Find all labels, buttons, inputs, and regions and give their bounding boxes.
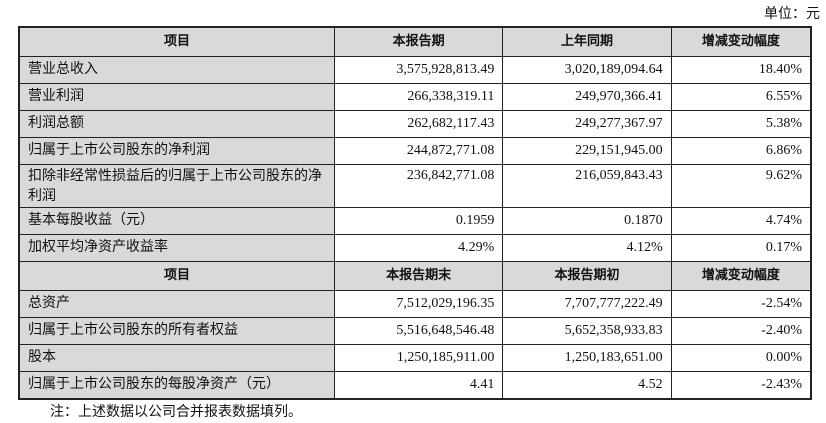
cell-value: 0.00%	[670, 344, 812, 372]
cell-value: 1,250,185,911.00	[333, 344, 504, 372]
table-row: 归属于上市公司股东的每股净资产（元） 4.41 4.52 -2.43%	[18, 371, 812, 400]
row-label: 归属于上市公司股东的净利润	[18, 137, 335, 165]
table-header-row: 项目 本报告期 上年同期 增减变动幅度	[18, 26, 812, 57]
cell-value: 6.55%	[670, 83, 812, 111]
cell-value: 3,575,928,813.49	[333, 56, 504, 84]
row-label: 利润总额	[18, 110, 335, 138]
row-label: 基本每股收益（元）	[18, 207, 335, 235]
row-label: 营业总收入	[18, 56, 335, 84]
cell-value: 5,652,358,933.83	[502, 317, 672, 345]
table-row: 扣除非经常性损益后的归属于上市公司股东的净利润 236,842,771.08 216…	[18, 164, 812, 208]
column-header: 增减变动幅度	[670, 26, 812, 57]
cell-value: 244,872,771.08	[333, 137, 504, 165]
cell-value: 236,842,771.08	[333, 164, 504, 208]
unit-label: 单位：元	[764, 7, 820, 22]
cell-value: 4.12%	[502, 234, 672, 262]
cell-value: 0.1870	[502, 207, 672, 235]
table-row: 营业总收入 3,575,928,813.49 3,020,189,094.64 18.…	[18, 56, 812, 84]
cell-value: 1,250,183,651.00	[502, 344, 672, 372]
table-row: 总资产 7,512,029,196.35 7,707,777,222.49 -2.54…	[18, 290, 812, 318]
cell-value: 249,970,366.41	[502, 83, 672, 111]
cell-value: -2.54%	[670, 290, 812, 318]
footnote: 注：上述数据以公司合并报表数据填列。	[50, 405, 302, 420]
table-row: 归属于上市公司股东的所有者权益 5,516,648,546.48 5,652,358…	[18, 317, 812, 345]
table-row: 营业利润 266,338,319.11 249,970,366.41 6.55%	[18, 83, 812, 111]
table-row: 基本每股收益（元） 0.1959 0.1870 4.74%	[18, 207, 812, 235]
row-label: 归属于上市公司股东的所有者权益	[18, 317, 335, 345]
column-header: 上年同期	[502, 26, 672, 57]
row-label: 加权平均净资产收益率	[18, 234, 335, 262]
table-row: 加权平均净资产收益率 4.29% 4.12% 0.17%	[18, 234, 812, 262]
row-label: 扣除非经常性损益后的归属于上市公司股东的净利润	[18, 164, 335, 208]
table-row: 归属于上市公司股东的净利润 244,872,771.08 229,151,945.0…	[18, 137, 812, 165]
cell-value: 7,512,029,196.35	[333, 290, 504, 318]
table-row: 利润总额 262,682,117.43 249,277,367.97 5.38%	[18, 110, 812, 138]
column-header: 增减变动幅度	[670, 261, 812, 291]
column-header: 本报告期	[333, 26, 504, 57]
cell-value: 0.17%	[670, 234, 812, 262]
cell-value: 4.52	[502, 371, 672, 400]
row-label: 股本	[18, 344, 335, 372]
cell-value: 4.74%	[670, 207, 812, 235]
cell-value: 229,151,945.00	[502, 137, 672, 165]
cell-value: 7,707,777,222.49	[502, 290, 672, 318]
cell-value: 5.38%	[670, 110, 812, 138]
cell-value: -2.43%	[670, 371, 812, 400]
row-label: 营业利润	[18, 83, 335, 111]
table-header-row: 项目 本报告期末 本报告期初 增减变动幅度	[18, 261, 812, 291]
cell-value: 266,338,319.11	[333, 83, 504, 111]
cell-value: 9.62%	[670, 164, 812, 208]
cell-value: 18.40%	[670, 56, 812, 84]
column-header: 本报告期初	[502, 261, 672, 291]
cell-value: 4.29%	[333, 234, 504, 262]
cell-value: 6.86%	[670, 137, 812, 165]
cell-value: 3,020,189,094.64	[502, 56, 672, 84]
row-label: 归属于上市公司股东的每股净资产（元）	[18, 371, 335, 400]
cell-value: 249,277,367.97	[502, 110, 672, 138]
financial-summary-table: 项目 本报告期 上年同期 增减变动幅度 营业总收入 3,575,928,813.49 3,0…	[18, 26, 812, 400]
row-label: 总资产	[18, 290, 335, 318]
cell-value: 262,682,117.43	[333, 110, 504, 138]
cell-value: 4.41	[333, 371, 504, 400]
cell-value: 5,516,648,546.48	[333, 317, 504, 345]
cell-value: 0.1959	[333, 207, 504, 235]
cell-value: 216,059,843.43	[502, 164, 672, 208]
column-header: 项目	[18, 26, 335, 57]
column-header: 本报告期末	[333, 261, 504, 291]
cell-value: -2.40%	[670, 317, 812, 345]
table-row: 股本 1,250,185,911.00 1,250,183,651.00 0.00%	[18, 344, 812, 372]
column-header: 项目	[18, 261, 335, 291]
